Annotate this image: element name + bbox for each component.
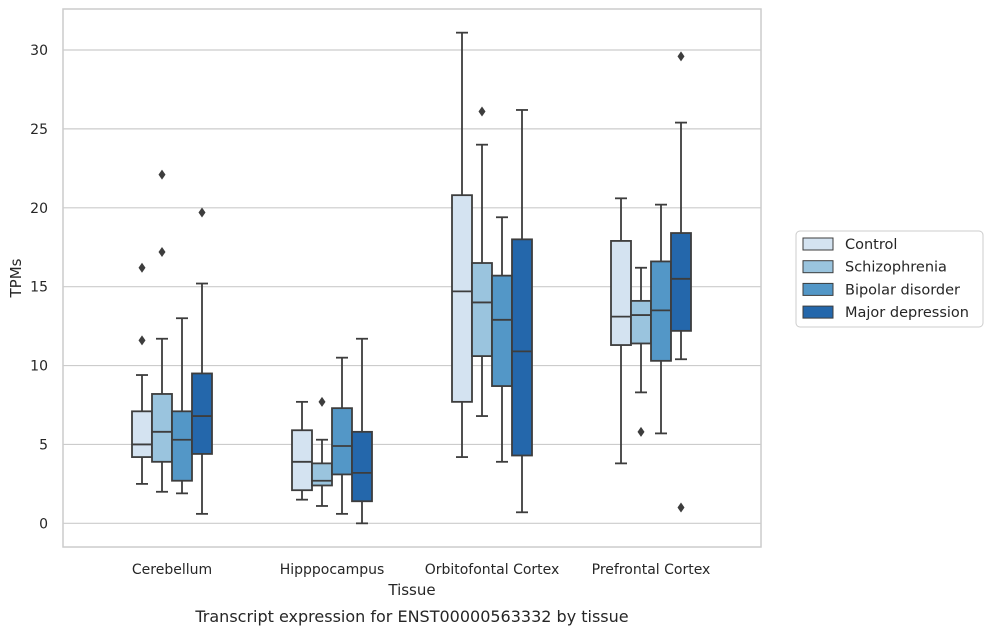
box-iqr xyxy=(471,262,493,357)
outlier-marker xyxy=(158,169,166,180)
outlier-marker xyxy=(478,106,486,117)
x-tick-label: Prefrontal Cortex xyxy=(592,562,711,578)
box-control xyxy=(291,400,313,501)
outlier-marker xyxy=(198,207,206,218)
y-tick-label: 0 xyxy=(39,516,48,532)
y-tick-labels: 0 5 10 15 20 25 30 xyxy=(30,43,48,532)
legend-swatch xyxy=(802,305,834,319)
legend-label: Schizophrenia xyxy=(845,260,947,276)
outlier-marker xyxy=(318,396,326,407)
box-iqr xyxy=(511,238,533,457)
box-major-depression xyxy=(351,337,373,525)
y-axis-title: TPMs xyxy=(7,258,25,298)
box-iqr xyxy=(491,274,513,387)
x-tick-label: Cerebellum xyxy=(132,562,212,578)
y-tick-label: 25 xyxy=(30,122,48,138)
legend-items: Control Schizophrenia Bipolar disorder Majo… xyxy=(802,237,969,321)
box-iqr xyxy=(171,410,193,482)
legend-swatch xyxy=(802,260,834,274)
legend-swatch xyxy=(802,237,834,251)
box-iqr xyxy=(191,372,213,455)
y-tick-label: 20 xyxy=(30,201,48,217)
box-schizophrenia xyxy=(151,169,173,493)
box-iqr xyxy=(291,429,313,492)
box-iqr xyxy=(630,299,652,345)
box-iqr xyxy=(151,393,173,463)
box-iqr xyxy=(610,240,632,346)
outlier-marker xyxy=(637,426,645,437)
outlier-marker xyxy=(677,51,685,62)
box-control xyxy=(131,262,153,485)
box-schizophrenia xyxy=(311,396,333,507)
boxes-layer xyxy=(131,31,692,525)
x-tick-label: Hipppocampus xyxy=(280,562,385,578)
box-bipolar-disorder xyxy=(331,356,353,515)
box-iqr xyxy=(131,410,153,458)
box-iqr xyxy=(670,232,692,332)
x-tick-labels: Cerebellum Hipppocampus Orbitofontal Corte… xyxy=(132,562,710,578)
legend-label: Major depression xyxy=(845,305,969,321)
outlier-marker xyxy=(138,262,146,273)
box-iqr xyxy=(331,407,353,476)
box-control xyxy=(610,197,632,465)
box-iqr xyxy=(311,462,333,487)
legend-label: Bipolar disorder xyxy=(845,282,960,298)
box-major-depression xyxy=(670,51,692,513)
box-major-depression xyxy=(511,109,533,514)
y-tick-label: 5 xyxy=(39,437,48,453)
x-axis-title: Tissue xyxy=(387,581,435,599)
box-bipolar-disorder xyxy=(491,216,513,463)
outlier-marker xyxy=(677,502,685,513)
legend: Control Schizophrenia Bipolar disorder Majo… xyxy=(795,230,984,328)
legend-swatch xyxy=(802,282,834,296)
box-schizophrenia xyxy=(630,266,652,437)
legend-label: Control xyxy=(845,237,897,253)
y-tick-label: 15 xyxy=(30,280,48,296)
y-tick-label: 10 xyxy=(30,359,48,375)
outlier-marker xyxy=(138,335,146,346)
legend-frame xyxy=(795,230,984,328)
box-iqr xyxy=(451,194,473,403)
box-major-depression xyxy=(191,207,213,515)
y-tick-label: 30 xyxy=(30,43,48,59)
outlier-marker xyxy=(158,246,166,257)
plot-frame xyxy=(62,8,762,548)
box-iqr xyxy=(351,430,373,503)
chart-caption: Transcript expression for ENST0000056333… xyxy=(194,607,628,626)
x-tick-label: Orbitofontal Cortex xyxy=(425,562,560,578)
